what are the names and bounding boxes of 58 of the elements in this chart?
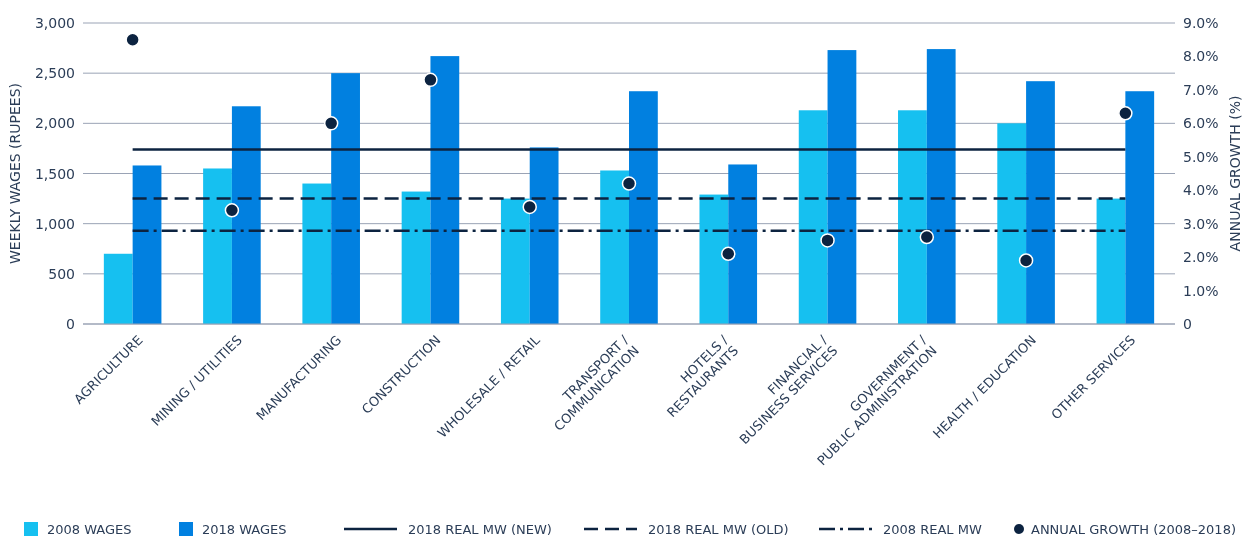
point [820,233,835,248]
point [919,229,935,245]
bar [401,191,431,324]
y-tick-label: 500 [48,265,75,282]
y2-tick-label: 9.0% [1183,15,1219,31]
bar [302,183,332,324]
bar [132,165,162,324]
y-axis-title: WEEKLY WAGES (RUPEES) [7,82,23,265]
point [224,203,240,218]
bar [926,49,956,324]
y2-tick-label: 8.0% [1183,48,1219,65]
bar [1026,81,1055,324]
y2-tick-label: 4.0% [1183,182,1219,199]
point [721,246,736,262]
bar [231,106,261,324]
bar [203,168,232,324]
y2-axis-title: ANNUAL GROWTH (%) [1227,95,1243,252]
bar [500,198,530,324]
legend-label: ANNUAL GROWTH (2008–2018) [1031,522,1236,537]
point [1018,253,1034,268]
point [1118,106,1133,121]
point [621,176,637,191]
y-tick-label: 0 [66,316,75,332]
y2-tick-label: 3.0% [1183,215,1219,232]
bar [600,170,629,324]
y2-tick-label: 0 [1183,316,1192,332]
point [522,199,537,215]
legend-label: 2008 REAL MW [883,522,982,537]
bar [529,147,559,324]
bar [827,50,857,324]
bar [728,164,758,324]
point [423,72,438,88]
bar [103,253,133,324]
y2-tick-label: 5.0% [1183,148,1219,165]
point [125,32,140,47]
legend-label: 2008 WAGES [47,522,132,537]
bar [1096,198,1126,324]
y2-tick-label: 7.0% [1183,81,1219,98]
bar [1125,91,1155,324]
y-tick-label: 3,000 [34,15,75,31]
legend-label: 2018 REAL MW (NEW) [408,522,552,537]
bar [997,123,1027,324]
y-tick-label: 2,500 [34,65,75,82]
y-tick-label: 2,000 [34,115,75,132]
y2-tick-label: 6.0% [1183,115,1219,132]
y-tick-label: 1,500 [34,165,75,182]
bar [699,194,729,324]
bar [331,73,360,324]
bar [629,91,658,324]
bar [430,56,460,324]
point [323,116,339,131]
bar [898,110,927,324]
bar [798,110,828,324]
legend-label: 2018 REAL MW (OLD) [648,522,789,537]
legend-label: 2018 WAGES [202,522,287,537]
y2-tick-label: 1.0% [1183,282,1219,299]
y-tick-label: 1,000 [34,215,75,232]
y2-tick-label: 2.0% [1183,249,1219,266]
